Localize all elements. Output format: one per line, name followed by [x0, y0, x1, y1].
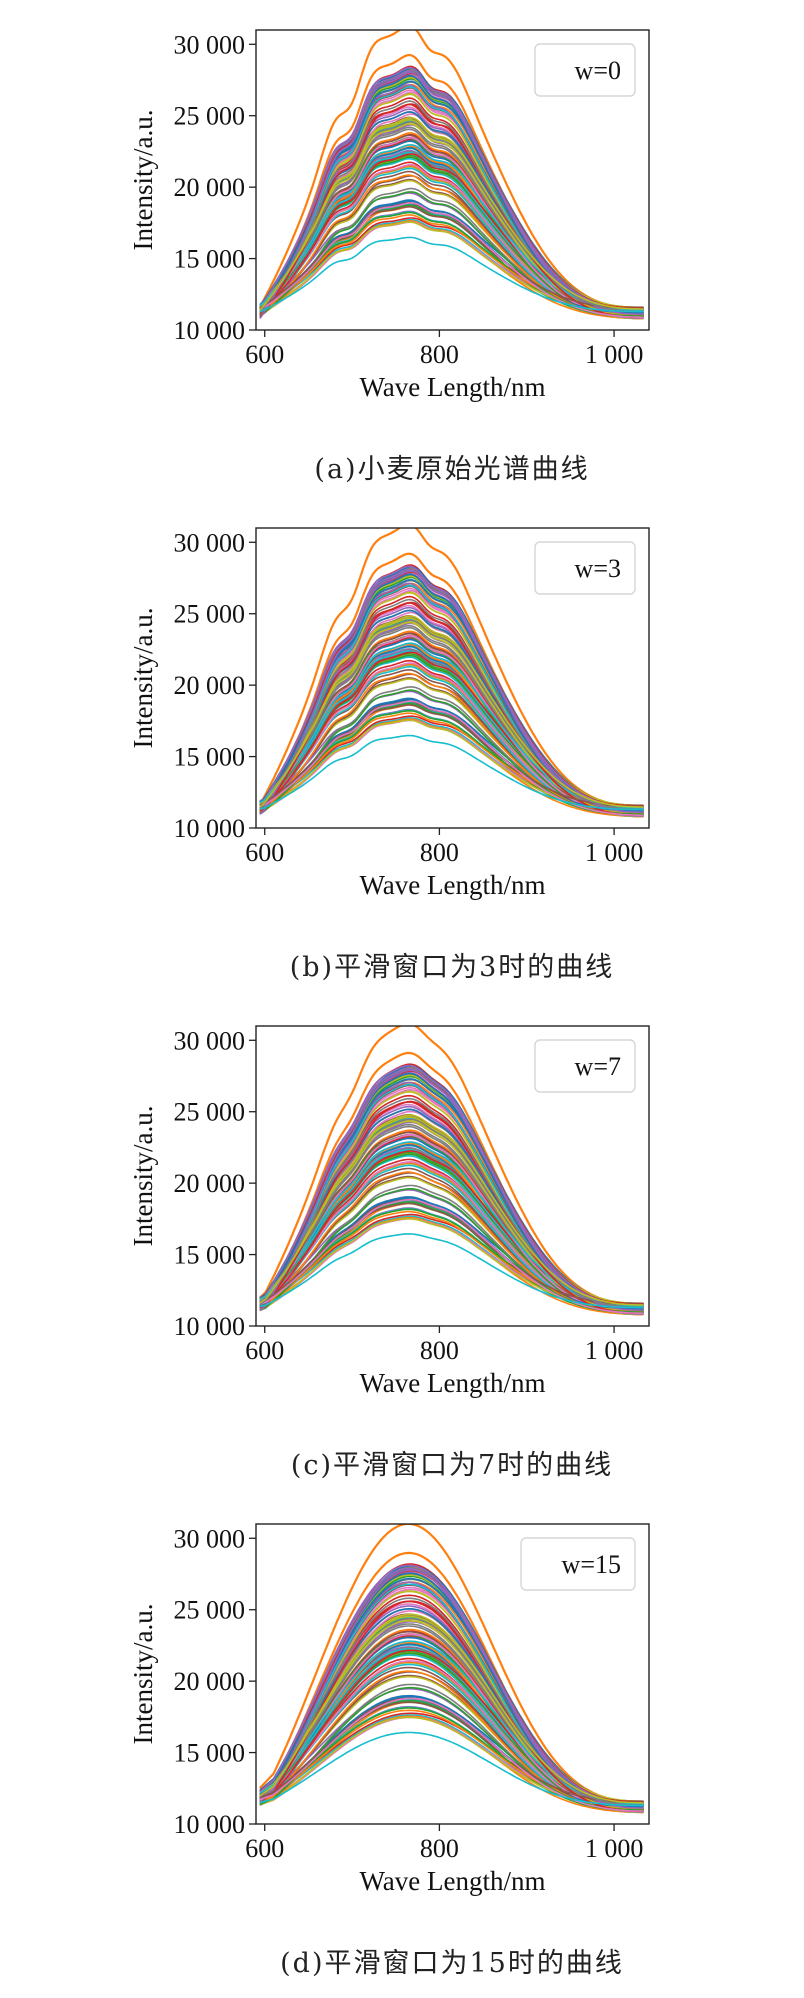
x-tick-label: 1 000 — [585, 1834, 644, 1863]
x-axis-label: Wave Length/nm — [359, 1368, 545, 1398]
figure-caption: (c)平滑窗口为7时的曲线 — [291, 1450, 613, 1481]
spectrum-line — [259, 205, 644, 310]
spectrum-line — [259, 1125, 644, 1309]
spectrum-line — [259, 565, 644, 809]
x-tick-label: 600 — [245, 340, 284, 369]
x-axis-label: Wave Length/nm — [359, 870, 545, 900]
y-tick-label: 25 000 — [174, 1596, 246, 1625]
y-tick-label: 15 000 — [174, 1739, 246, 1768]
legend-box — [534, 541, 636, 595]
y-tick-label: 10 000 — [174, 814, 246, 843]
y-tick-label: 10 000 — [174, 316, 246, 345]
spectrum-line — [259, 236, 644, 313]
y-tick-label: 10 000 — [174, 1810, 246, 1839]
x-axis-label: Wave Length/nm — [359, 372, 545, 402]
plot-frame — [255, 29, 650, 331]
x-tick-label: 800 — [420, 340, 459, 369]
y-tick-label: 20 000 — [174, 1667, 246, 1696]
spectrum-line — [259, 30, 644, 310]
spectrum-line — [259, 1731, 644, 1807]
spectrum-line — [259, 66, 644, 311]
spectrum-line — [259, 626, 644, 811]
legend-label: w=7 — [575, 1052, 621, 1081]
y-tick-label: 25 000 — [174, 1098, 246, 1127]
y-axis-label: Intensity/a.u. — [128, 608, 158, 749]
spectrum-line — [259, 100, 644, 313]
x-axis-label: Wave Length/nm — [359, 1866, 545, 1896]
spectrum-line — [259, 1625, 644, 1807]
spectrum-line — [259, 1613, 644, 1804]
y-tick-label: 15 000 — [174, 245, 246, 274]
spectrum-line — [259, 1064, 644, 1307]
plot-frame — [255, 1523, 650, 1825]
spectrum-line — [259, 1202, 644, 1306]
y-tick-label: 20 000 — [174, 671, 246, 700]
series-group-c — [259, 1026, 644, 1316]
legend-label: w=15 — [562, 1550, 621, 1579]
y-tick-label: 30 000 — [174, 528, 246, 557]
y-tick-label: 30 000 — [174, 1026, 246, 1055]
spectrum-line — [259, 1597, 644, 1806]
legend-box — [534, 1039, 636, 1093]
spectrum-line — [259, 1026, 644, 1306]
spectrum-line — [259, 615, 644, 808]
y-tick-label: 25 000 — [174, 102, 246, 131]
spectrum-line — [259, 116, 644, 311]
chart-panel-a: 10 000 15 000 20 000 25 000 30 000 600 800 1 00… — [128, 29, 650, 485]
figure-caption: (d)平滑窗口为15时的曲线 — [280, 1948, 624, 1979]
chart-panel-c: 10 000 15 000 20 000 25 000 30 000 600 800 1 00… — [128, 1025, 650, 1481]
spectrum-line — [259, 1564, 644, 1805]
x-tick-label: 1 000 — [585, 1336, 644, 1365]
plot-frame — [255, 1025, 650, 1327]
spectrum-line — [259, 700, 644, 817]
spectrum-line — [259, 1198, 644, 1315]
x-tick-label: 800 — [420, 1336, 459, 1365]
spectrum-line — [259, 1701, 644, 1804]
y-tick-label: 25 000 — [174, 600, 246, 629]
series-group-d — [259, 1524, 644, 1814]
x-tick-label: 1 000 — [585, 838, 644, 867]
series-group-a — [259, 30, 644, 320]
y-tick-label: 30 000 — [174, 30, 246, 59]
spectrum-line — [259, 1114, 644, 1306]
legend-label: w=0 — [575, 56, 621, 85]
y-tick-label: 15 000 — [174, 1241, 246, 1270]
x-tick-label: 1 000 — [585, 340, 644, 369]
y-axis-label: Intensity/a.u. — [128, 1106, 158, 1247]
y-tick-label: 15 000 — [174, 743, 246, 772]
y-axis-label: Intensity/a.u. — [128, 110, 158, 251]
spectrum-line — [259, 734, 644, 811]
x-tick-label: 600 — [245, 1834, 284, 1863]
legend-label: w=3 — [575, 554, 621, 583]
spectrum-line — [259, 202, 644, 319]
legend-box — [520, 1537, 636, 1591]
spectrum-line — [259, 1233, 644, 1309]
spectrum-line — [259, 528, 644, 808]
plot-frame — [255, 527, 650, 829]
y-axis-label: Intensity/a.u. — [128, 1604, 158, 1745]
series-group-b — [259, 528, 644, 818]
y-tick-label: 10 000 — [174, 1312, 246, 1341]
spectrum-line — [259, 1697, 644, 1812]
chart-panel-d: 10 000 15 000 20 000 25 000 30 000 600 800 1 00… — [128, 1523, 650, 1979]
figure-caption: (a)小麦原始光谱曲线 — [314, 454, 589, 485]
x-tick-label: 800 — [420, 838, 459, 867]
x-tick-label: 600 — [245, 1336, 284, 1365]
x-tick-label: 800 — [420, 1834, 459, 1863]
figure-caption: (b)平滑窗口为3时的曲线 — [290, 952, 615, 983]
spectrum-line — [259, 1097, 644, 1308]
y-tick-label: 30 000 — [174, 1524, 246, 1553]
spectrum-line — [259, 704, 644, 808]
chart-panel-b: 10 000 15 000 20 000 25 000 30 000 600 800 1 00… — [128, 527, 650, 983]
spectrum-line — [259, 598, 644, 810]
y-tick-label: 20 000 — [174, 1169, 246, 1198]
spectrum-line — [259, 1524, 644, 1804]
legend-box — [534, 43, 636, 97]
y-tick-label: 20 000 — [174, 173, 246, 202]
x-tick-label: 600 — [245, 838, 284, 867]
spectrum-line — [259, 128, 644, 313]
